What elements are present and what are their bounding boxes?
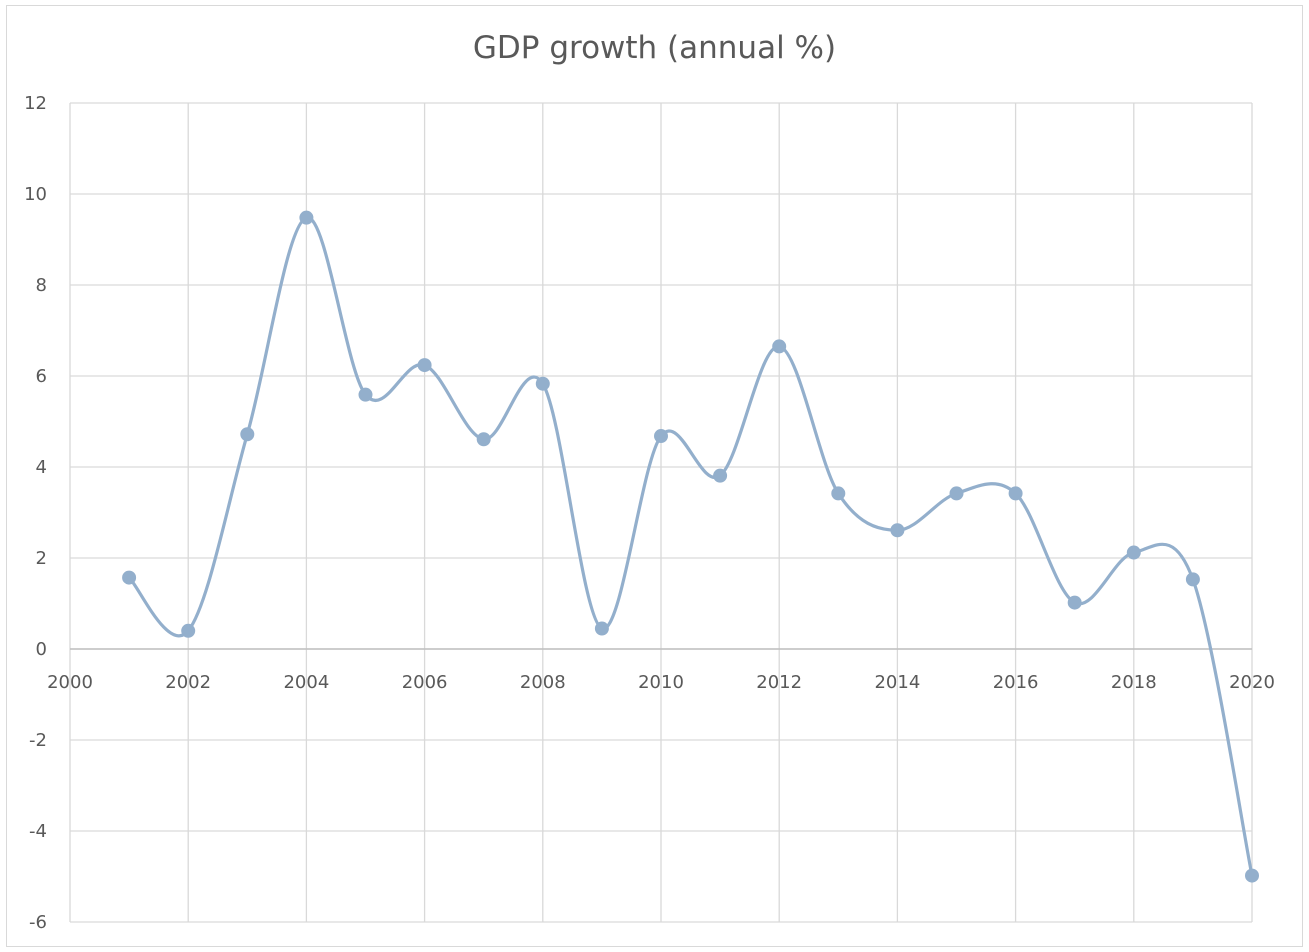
x-tick-label: 2012 <box>756 672 802 693</box>
y-tick-label: 8 <box>36 275 47 296</box>
x-tick-label: 2020 <box>1229 672 1275 693</box>
data-point <box>417 358 432 373</box>
x-tick-label: 2016 <box>993 672 1039 693</box>
x-tick-label: 2002 <box>165 672 211 693</box>
x-tick-label: 2014 <box>874 672 920 693</box>
data-point <box>654 429 668 444</box>
data-point <box>299 210 314 225</box>
data-point <box>358 387 373 402</box>
data-point <box>890 523 905 538</box>
data-point <box>122 570 137 585</box>
x-tick-label: 2018 <box>1111 672 1157 693</box>
data-point <box>594 621 609 636</box>
data-point <box>1245 868 1259 883</box>
x-tick-label: 2000 <box>47 672 93 693</box>
data-point <box>1185 572 1200 587</box>
data-point <box>772 339 787 354</box>
data-point <box>476 432 491 447</box>
data-point <box>713 468 728 483</box>
y-tick-label: -6 <box>29 912 47 933</box>
data-point <box>1126 545 1141 560</box>
data-point <box>831 486 846 501</box>
y-tick-label: 4 <box>36 457 47 478</box>
y-tick-label: 10 <box>24 184 47 205</box>
data-point <box>240 427 255 442</box>
x-tick-label: 2006 <box>402 672 448 693</box>
y-tick-label: 2 <box>36 548 47 569</box>
chart-frame <box>6 5 1303 947</box>
data-point <box>1067 595 1082 610</box>
y-tick-label: 0 <box>36 639 47 660</box>
y-tick-label: -4 <box>29 821 47 842</box>
data-point <box>1008 486 1023 501</box>
data-point <box>535 376 550 391</box>
data-point <box>181 623 196 638</box>
x-tick-label: 2008 <box>520 672 566 693</box>
x-tick-label: 2010 <box>638 672 684 693</box>
y-tick-label: 6 <box>36 366 47 387</box>
series-line <box>127 216 1254 876</box>
data-point <box>949 486 964 501</box>
y-tick-label: -2 <box>29 730 47 751</box>
x-tick-label: 2004 <box>283 672 329 693</box>
y-tick-label: 12 <box>24 93 47 114</box>
chart-title: GDP growth (annual %) <box>472 30 837 66</box>
